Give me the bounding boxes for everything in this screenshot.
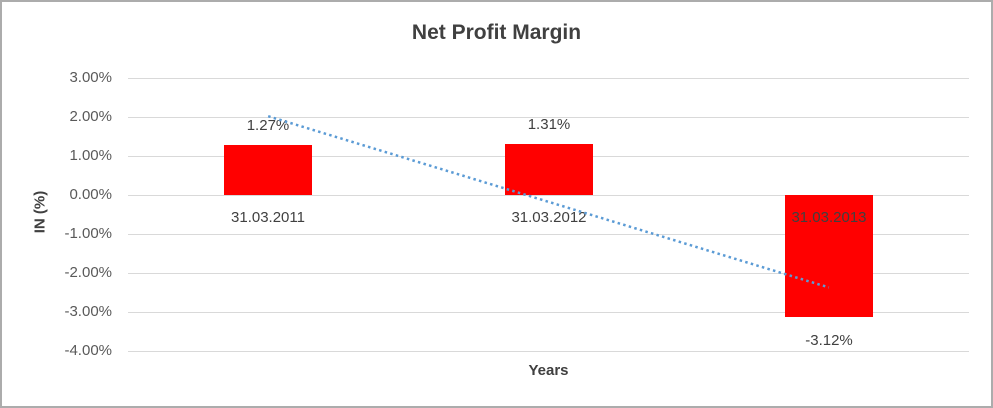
gridline [128, 351, 969, 352]
y-tick-label: 3.00% [69, 69, 112, 86]
category-label: 31.03.2013 [791, 209, 867, 226]
value-label: -3.12% [805, 332, 853, 349]
y-axis-title: IN (%) [31, 190, 49, 234]
y-tick-label: -3.00% [64, 303, 112, 320]
bar [505, 144, 593, 195]
category-label: 31.03.2011 [231, 209, 305, 226]
x-axis-title: Years [528, 362, 569, 379]
value-label: 1.31% [527, 116, 571, 133]
y-tick-label: -4.00% [64, 342, 112, 359]
y-tick-label: -1.00% [64, 225, 112, 242]
chart-title: Net Profit Margin [411, 21, 582, 44]
y-tick-label: 1.00% [69, 147, 112, 164]
bar [224, 145, 312, 195]
y-tick-label: 2.00% [69, 108, 112, 125]
gridline [128, 312, 969, 313]
category-label: 31.03.2012 [511, 209, 587, 226]
y-tick-label: -2.00% [64, 264, 112, 281]
gridline [128, 78, 969, 79]
y-tick-label: 0.00% [69, 186, 112, 203]
value-label: 1.27% [246, 117, 290, 134]
trendline-segment [267, 115, 830, 289]
